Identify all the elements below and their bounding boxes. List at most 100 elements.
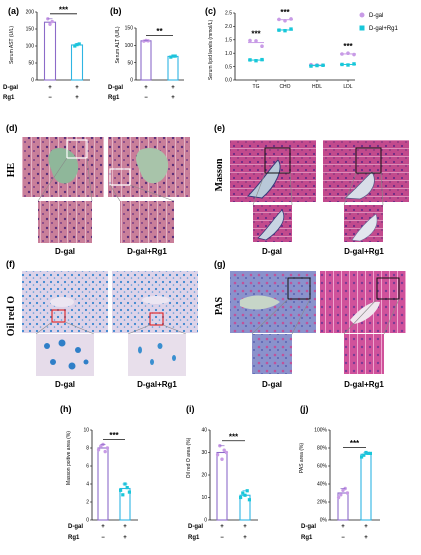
panel-g-label: (g) (214, 259, 226, 269)
j-bar-dgal (337, 492, 349, 521)
oil-rg1-droplet (150, 359, 154, 365)
h-ytick-label: 2 (86, 500, 89, 506)
i-ytick-label: 0 (204, 518, 207, 524)
he-rg1-zoom-box (109, 168, 131, 186)
masson-rg1-vein (343, 171, 375, 200)
panel-d-label: (d) (6, 123, 18, 133)
panel-i-rg1-minus: − (220, 535, 224, 541)
oil-dgal-droplet (50, 359, 56, 365)
pas-rg1-zoom-box (376, 277, 400, 300)
b-point-rg1 (169, 55, 173, 59)
i-point-dgal (215, 453, 220, 457)
oil-rg1-zoom-image (128, 334, 186, 376)
i-point-dgal (224, 450, 229, 455)
j-bar-rg1 (360, 453, 372, 521)
c-point-rg1 (248, 58, 252, 62)
pas-rg1-image (320, 271, 406, 333)
j-ytick-label: 100% (314, 428, 327, 434)
a-bar-dgal (43, 21, 57, 81)
panel-b-row-dgal: D-gal (108, 85, 123, 91)
panel-a-dgal-plus-1: + (48, 85, 52, 91)
oil-rg1-vein (142, 296, 170, 304)
chart-c: 0.0 0.5 1.0 1.5 2.0 2.5 TG CHO HDL LDL *** *** *** (225, 8, 356, 90)
legend-rg1-marker (359, 25, 365, 31)
c-point-rg1 (260, 57, 264, 62)
j-ytick-label: 20% (317, 500, 328, 506)
c-point-rg1 (352, 62, 356, 66)
h-point-rg1 (127, 490, 131, 494)
masson-caption-dgal: D-gal (262, 247, 282, 256)
panel-j-ylabel: PAS area (%) (299, 443, 305, 474)
c-point-rg1 (277, 28, 281, 32)
panel-j-rg1-plus: + (364, 535, 368, 541)
c-sig-stars: *** (251, 30, 261, 39)
panel-b-dgal-plus-2: + (171, 85, 175, 91)
h-sig-stars: *** (109, 431, 119, 440)
panel-i-dgal-plus-2: + (243, 524, 247, 530)
h-point-dgal (105, 446, 110, 450)
panel-a-rg1-minus: − (48, 95, 52, 101)
j-point-dgal (336, 495, 341, 500)
panel-i-ylabel: Oil red O area (%) (186, 437, 192, 478)
i-point-dgal (222, 448, 226, 452)
panel-e-side-label: Masson (214, 158, 225, 191)
pas-dgal-zoom-line-right (291, 298, 311, 335)
panel-f: (f) Oil red O D-gal D-gal+Rg1 (6, 259, 198, 389)
c-sig-stars: *** (343, 42, 353, 51)
b-ytick-label: 100 (125, 43, 134, 49)
i-point-rg1 (239, 495, 243, 500)
panel-c: (c) Serum lipid levels (mmol/L) 0.0 0.5 1.… (205, 6, 399, 90)
panel-f-label: (f) (6, 259, 15, 269)
j-point-dgal (345, 491, 350, 495)
a-ytick-label: 0 (31, 78, 34, 84)
i-ytick-label: 40 (201, 428, 207, 434)
a-point-rg1 (75, 43, 79, 47)
chart-a: 0 50 100 150 200 *** (26, 5, 90, 84)
panel-e: (e) Masson D-gal D-gal+Rg1 (214, 123, 409, 256)
panel-g-side-label: PAS (214, 296, 225, 315)
h-ytick-label: 10 (83, 428, 89, 434)
panel-h-row-rg1: Rg1 (68, 535, 80, 541)
panel-h-row-dgal: D-gal (68, 524, 83, 530)
he-rg1-zoom-image (120, 201, 174, 243)
pas-rg1-zoom-line-left (343, 298, 378, 335)
pas-rg1-vein (350, 301, 380, 324)
c-point-rg1 (289, 27, 293, 31)
masson-caption-rg1: D-gal+Rg1 (344, 247, 384, 256)
c-point-rg1 (309, 64, 313, 68)
b-bar-dgal (140, 40, 152, 81)
oil-dgal-zoom-box (51, 309, 66, 323)
masson-rg1-zoom-vein (351, 213, 378, 242)
masson-dgal-zoom-box (264, 147, 291, 174)
c-point-dgal (260, 44, 264, 49)
he-rg1-vein (136, 148, 169, 184)
b-ytick-label: 50 (127, 60, 133, 66)
panel-d: (d) HE D-gal D-gal+Rg1 (6, 123, 190, 256)
c-point-dgal (248, 38, 252, 43)
j-point-dgal (339, 493, 343, 497)
panel-b-rg1-minus: − (144, 95, 148, 101)
c-point-dgal (277, 17, 281, 22)
he-rg1-zoom-line-right (129, 184, 175, 202)
c-point-dgal (254, 39, 258, 43)
panel-b-rg1-plus: + (171, 95, 175, 101)
a-ytick-label: 150 (26, 27, 35, 33)
panel-i-rg1-plus: + (243, 535, 247, 541)
j-sig-stars: *** (350, 439, 360, 448)
panel-i-label: (i) (186, 404, 195, 414)
panel-b-dgal-plus-1: + (144, 85, 148, 91)
panel-a-row-rg1: Rg1 (3, 95, 15, 101)
b-sig-stars: ** (156, 27, 163, 36)
he-dgal-zoom-line-right (86, 157, 93, 202)
panel-a-label: (a) (8, 6, 19, 16)
oil-dgal-zoom-line-right (64, 321, 95, 335)
oil-dgal-droplet (44, 343, 50, 349)
c-point-rg1 (346, 63, 350, 67)
panel-h-rg1-plus: + (123, 535, 127, 541)
c-point-dgal (346, 51, 350, 55)
j-point-rg1 (368, 451, 372, 455)
he-caption-dgal: D-gal (55, 247, 75, 256)
h-point-dgal (103, 449, 107, 454)
c-point-dgal (340, 52, 344, 56)
